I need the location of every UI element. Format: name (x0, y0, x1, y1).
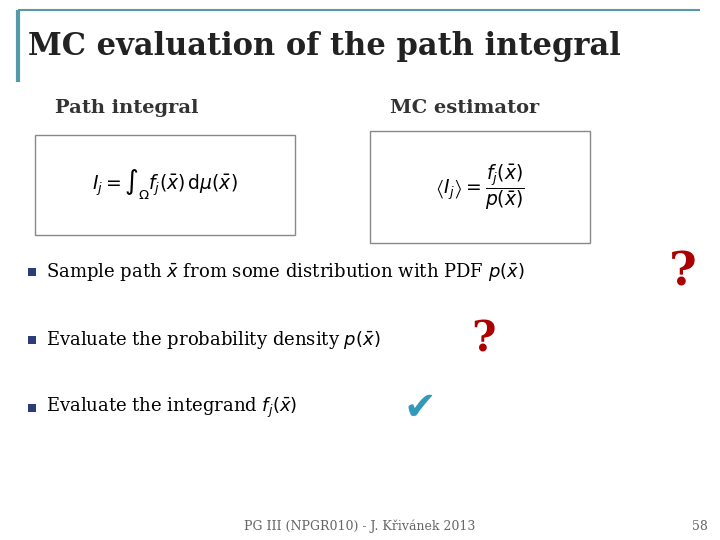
Text: ?: ? (669, 249, 697, 295)
Text: Evaluate the integrand $f_j(\bar{x})$: Evaluate the integrand $f_j(\bar{x})$ (46, 396, 297, 420)
FancyBboxPatch shape (28, 404, 36, 412)
Text: MC evaluation of the path integral: MC evaluation of the path integral (28, 30, 621, 62)
FancyBboxPatch shape (35, 135, 295, 235)
FancyBboxPatch shape (28, 268, 36, 276)
Text: ✔: ✔ (404, 389, 436, 427)
Text: Path integral: Path integral (55, 99, 199, 117)
Text: Evaluate the probability density $p(\bar{x})$: Evaluate the probability density $p(\bar… (46, 329, 380, 351)
Text: MC estimator: MC estimator (390, 99, 539, 117)
Text: Sample path $\bar{x}$ from some distribution with PDF $p(\bar{x})$: Sample path $\bar{x}$ from some distribu… (46, 261, 525, 283)
Text: 58: 58 (692, 519, 708, 532)
Text: $\left\langle I_j \right\rangle = \dfrac{f_j(\bar{x})}{p(\bar{x})}$: $\left\langle I_j \right\rangle = \dfrac… (435, 162, 525, 212)
FancyBboxPatch shape (28, 336, 36, 344)
Text: PG III (NPGR010) - J. Křivánek 2013: PG III (NPGR010) - J. Křivánek 2013 (244, 519, 476, 533)
Text: ?: ? (472, 319, 496, 361)
Text: $I_j = \int_\Omega f_j(\bar{x})\,\mathrm{d}\mu(\bar{x})$: $I_j = \int_\Omega f_j(\bar{x})\,\mathrm… (92, 168, 238, 202)
FancyBboxPatch shape (370, 131, 590, 243)
